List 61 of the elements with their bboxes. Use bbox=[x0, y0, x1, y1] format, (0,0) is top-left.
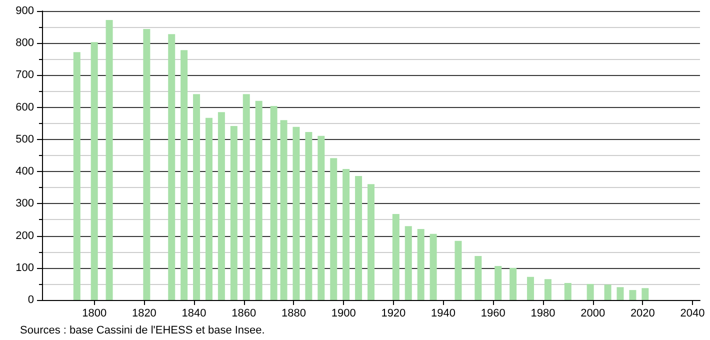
y-tick-label: 400 bbox=[16, 166, 34, 178]
bar bbox=[454, 240, 462, 300]
bar bbox=[527, 276, 534, 300]
bar bbox=[355, 176, 362, 300]
bar bbox=[544, 279, 552, 300]
bar bbox=[205, 118, 212, 300]
bar bbox=[564, 282, 572, 300]
x-tick-label: 1860 bbox=[232, 308, 256, 320]
bar bbox=[318, 136, 325, 300]
bar bbox=[143, 28, 150, 300]
bar bbox=[193, 94, 200, 300]
y-tick-label: 900 bbox=[16, 5, 34, 17]
bar bbox=[604, 284, 612, 300]
bar bbox=[629, 290, 636, 300]
bar bbox=[417, 229, 424, 300]
bar bbox=[270, 106, 278, 300]
bar bbox=[368, 184, 374, 300]
y-tick-label: 700 bbox=[16, 69, 34, 82]
x-tick-label: 1920 bbox=[381, 308, 406, 320]
bar bbox=[280, 120, 288, 300]
y-tick-label: 500 bbox=[16, 133, 34, 146]
x-tick-label: 1880 bbox=[281, 308, 306, 320]
bar bbox=[404, 226, 412, 300]
bar bbox=[90, 42, 98, 300]
bar bbox=[510, 268, 517, 300]
source-note: Sources : base Cassini de l'EHESS et base Insee. bbox=[20, 324, 265, 336]
bar bbox=[642, 288, 649, 300]
x-tick-label: 2000 bbox=[580, 308, 606, 320]
x-tick-label: 1980 bbox=[530, 308, 556, 320]
bar bbox=[255, 100, 262, 300]
bar bbox=[180, 50, 188, 300]
bar bbox=[305, 132, 312, 300]
x-tick-label: 1800 bbox=[82, 308, 107, 320]
bar bbox=[474, 256, 482, 300]
bar bbox=[230, 126, 238, 300]
x-tick-label: 1960 bbox=[480, 308, 506, 320]
x-tick-label: 2040 bbox=[680, 308, 705, 320]
bar bbox=[292, 126, 300, 300]
y-tick-label: 800 bbox=[16, 37, 34, 50]
x-tick-label: 1940 bbox=[431, 308, 456, 320]
bar bbox=[218, 112, 225, 300]
x-tick-label: 1820 bbox=[132, 308, 156, 320]
y-tick-label: 200 bbox=[16, 230, 34, 242]
bar bbox=[586, 284, 594, 300]
bar bbox=[342, 168, 350, 300]
x-tick-label: 2020 bbox=[630, 308, 655, 320]
y-tick-label: 0 bbox=[28, 294, 34, 306]
bar bbox=[430, 234, 437, 300]
y-tick-label: 600 bbox=[16, 101, 34, 114]
bar bbox=[616, 287, 624, 300]
bar bbox=[242, 94, 250, 300]
bar bbox=[330, 158, 338, 300]
bar bbox=[106, 20, 113, 300]
bar bbox=[73, 52, 80, 300]
bar bbox=[168, 34, 176, 300]
y-tick-label: 300 bbox=[16, 198, 34, 210]
x-tick-label: 1900 bbox=[331, 308, 356, 320]
bar bbox=[494, 266, 502, 300]
y-tick-label: 100 bbox=[16, 262, 34, 274]
bar bbox=[392, 214, 400, 300]
x-tick-label: 1840 bbox=[182, 308, 206, 320]
